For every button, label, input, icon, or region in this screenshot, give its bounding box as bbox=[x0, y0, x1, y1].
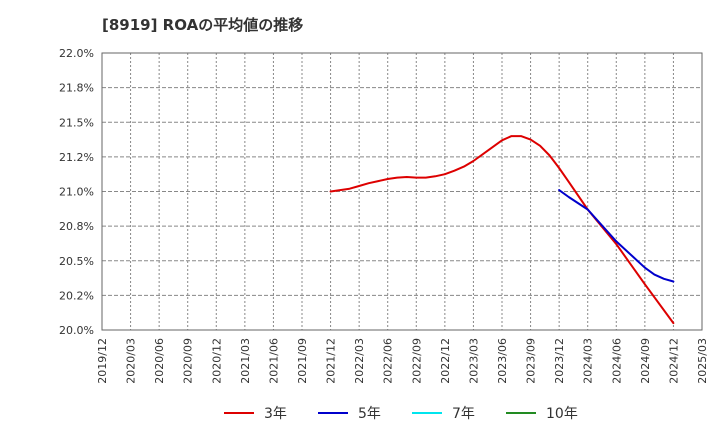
series-line-3年 bbox=[329, 135, 675, 325]
x-tick-label: 2021/09 bbox=[296, 338, 309, 384]
x-tick-label: 2022/12 bbox=[439, 338, 452, 384]
legend-label: 7年 bbox=[452, 406, 475, 422]
x-tick-label: 2022/09 bbox=[410, 338, 423, 384]
y-tick-label: 21.8% bbox=[59, 82, 94, 95]
y-tick-label: 20.0% bbox=[59, 324, 94, 337]
x-tick-label: 2021/03 bbox=[239, 338, 252, 384]
chart-title: [8919] ROAの平均値の推移 bbox=[102, 16, 304, 34]
x-tick-label: 2020/03 bbox=[125, 338, 138, 384]
x-tick-label: 2020/12 bbox=[210, 338, 223, 384]
x-tick-label: 2021/12 bbox=[325, 338, 338, 384]
x-tick-label: 2023/09 bbox=[525, 338, 538, 384]
x-tick-label: 2020/09 bbox=[182, 338, 195, 384]
x-tick-label: 2023/03 bbox=[467, 338, 480, 384]
x-tick-label: 2019/12 bbox=[96, 338, 109, 384]
y-tick-label: 22.0% bbox=[59, 47, 94, 60]
series-line-5年 bbox=[558, 189, 675, 283]
y-tick-label: 21.2% bbox=[59, 151, 94, 164]
legend-label: 5年 bbox=[358, 406, 381, 422]
x-tick-label: 2022/06 bbox=[382, 338, 395, 384]
x-tick-label: 2025/03 bbox=[696, 338, 709, 384]
x-tick-label: 2020/06 bbox=[153, 338, 166, 384]
y-tick-label: 21.5% bbox=[59, 116, 94, 129]
legend-label: 10年 bbox=[546, 406, 578, 422]
x-tick-label: 2024/12 bbox=[667, 338, 680, 384]
x-tick-label: 2024/03 bbox=[582, 338, 595, 384]
x-tick-label: 2023/12 bbox=[553, 338, 566, 384]
plot-border bbox=[101, 52, 703, 331]
legend-label: 3年 bbox=[264, 406, 287, 422]
y-tick-label: 20.5% bbox=[59, 255, 94, 268]
y-tick-label: 20.8% bbox=[59, 220, 94, 233]
x-tick-label: 2021/06 bbox=[267, 338, 280, 384]
y-tick-label: 20.2% bbox=[59, 289, 94, 302]
x-tick-label: 2023/06 bbox=[496, 338, 509, 384]
y-tick-label: 21.0% bbox=[59, 186, 94, 199]
x-tick-label: 2024/06 bbox=[610, 338, 623, 384]
x-tick-label: 2022/03 bbox=[353, 338, 366, 384]
x-tick-label: 2024/09 bbox=[639, 338, 652, 384]
